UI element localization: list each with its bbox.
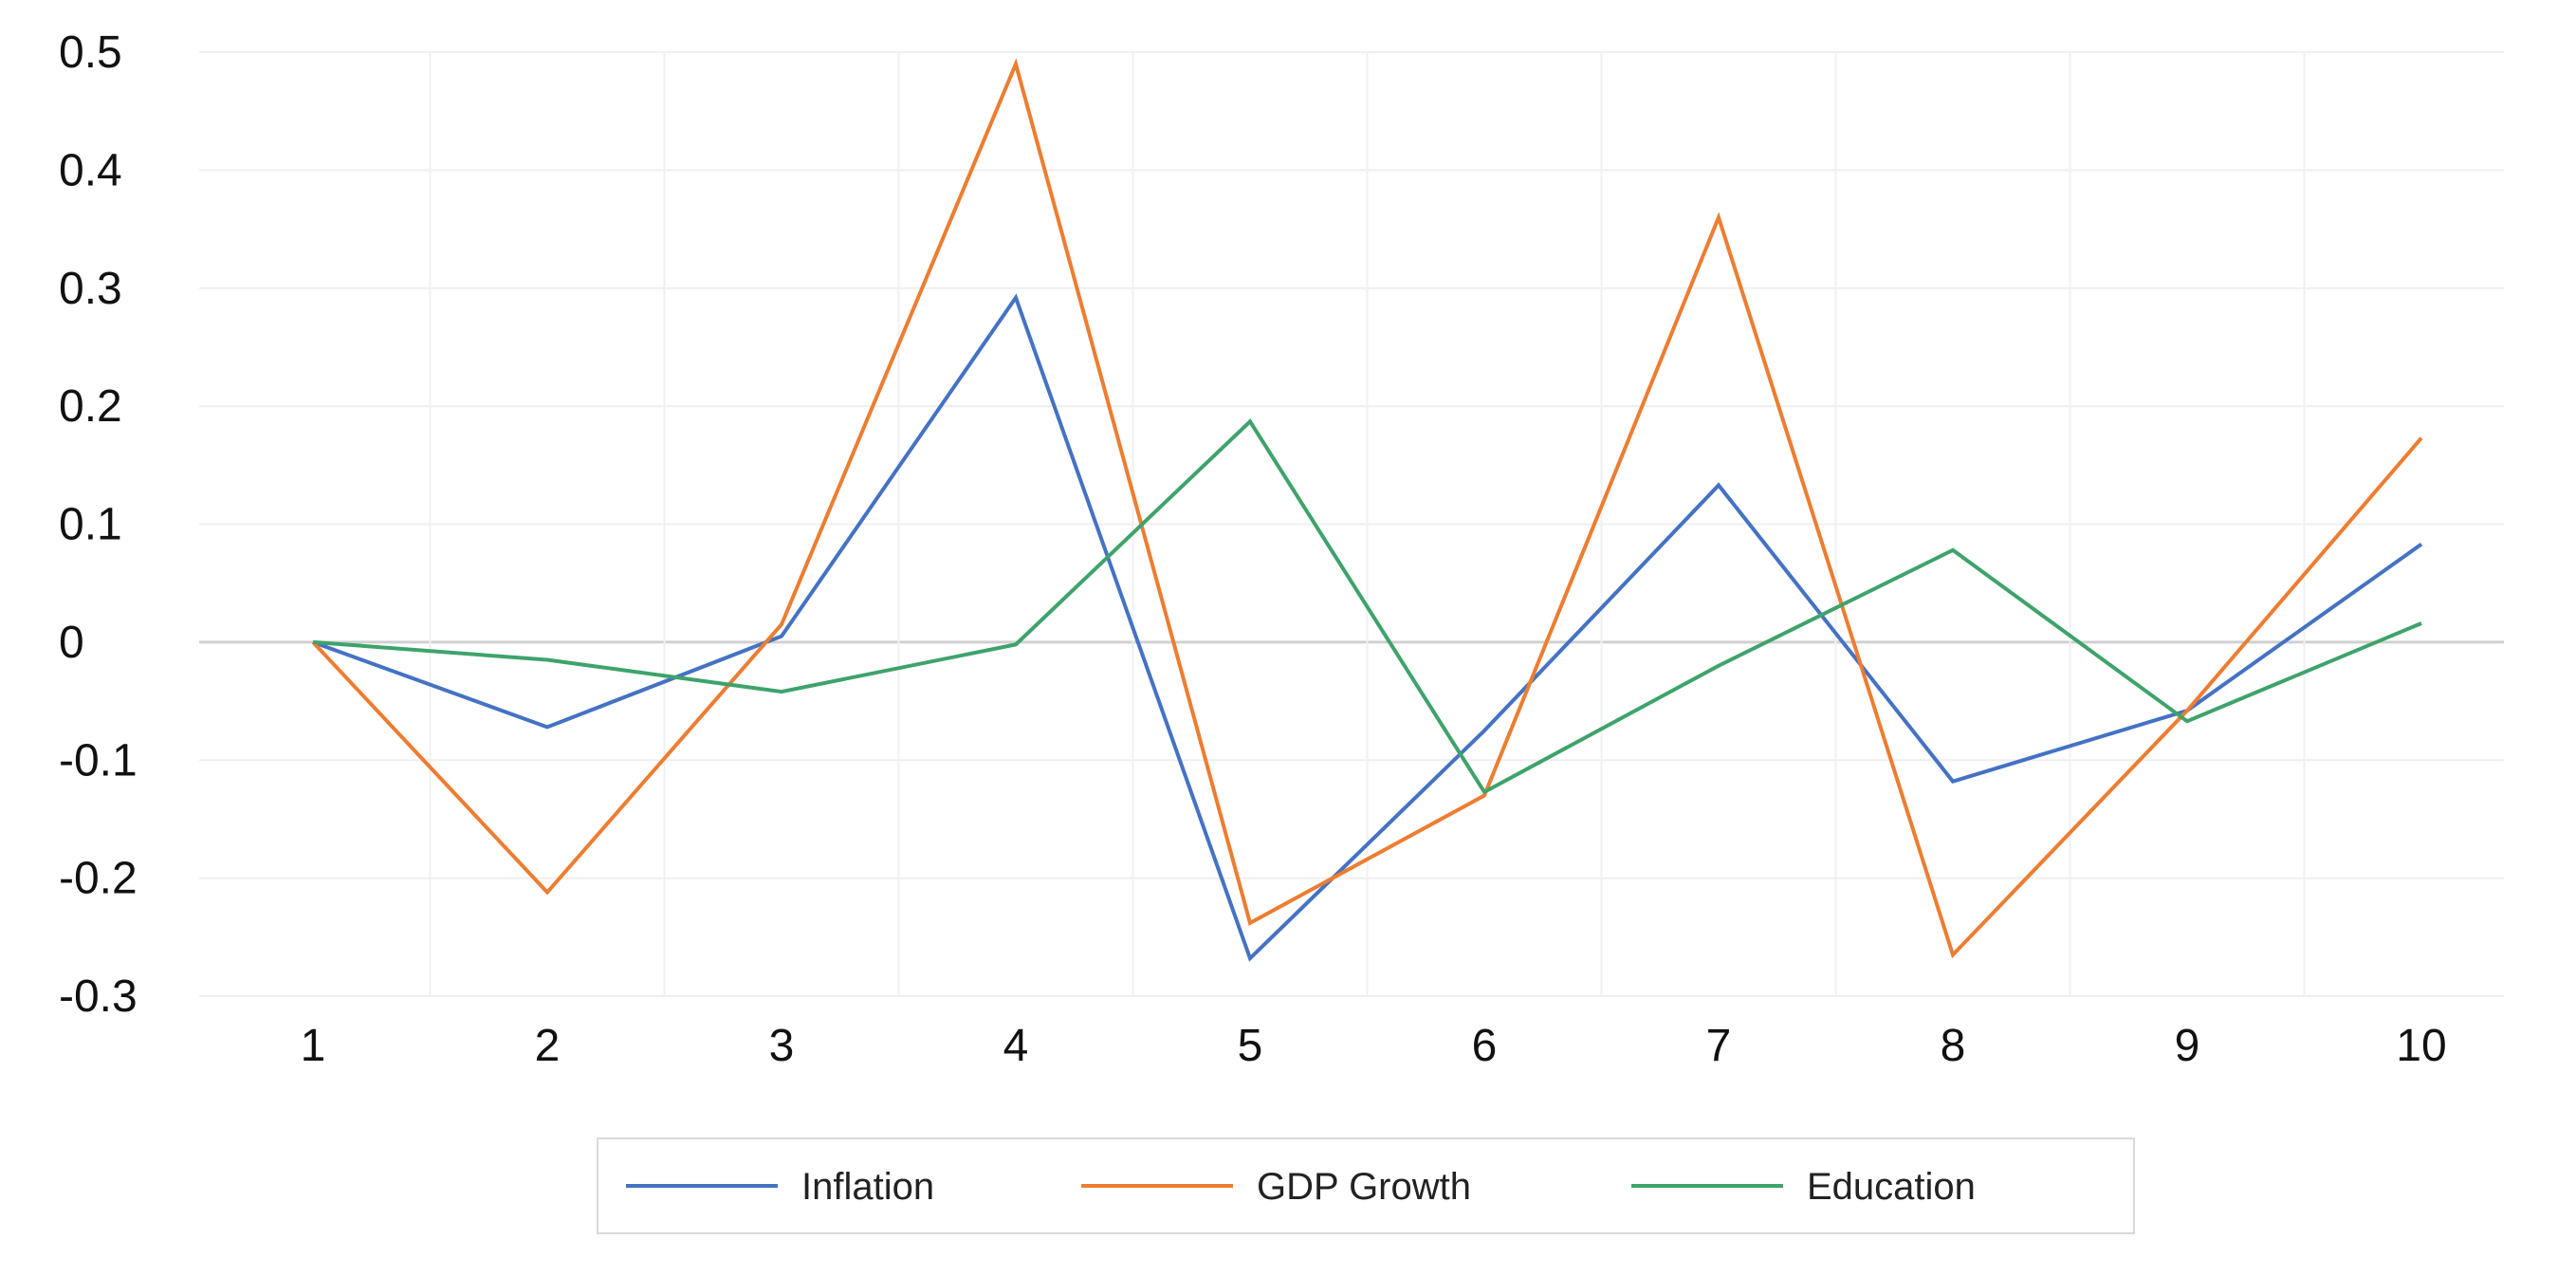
x-tick-label: 6 xyxy=(1472,1021,1498,1071)
legend-label-gdp-growth: GDP Growth xyxy=(1257,1166,1471,1208)
legend: Inflation GDP Growth Education xyxy=(597,1137,2135,1234)
grid-lines xyxy=(199,51,2504,997)
legend-box xyxy=(597,1137,2135,1234)
y-tick-label: 0.3 xyxy=(59,264,122,314)
plot-area-series xyxy=(311,58,2423,962)
x-tick-label: 2 xyxy=(535,1021,561,1071)
x-tick-label: 3 xyxy=(769,1021,795,1071)
legend-label-inflation: Inflation xyxy=(801,1166,934,1208)
y-tick-label: 0.1 xyxy=(59,500,122,550)
series-line-education xyxy=(312,418,2422,795)
y-tick-label: -0.2 xyxy=(59,854,138,904)
x-tick-label: 4 xyxy=(1003,1021,1029,1071)
series-line-inflation xyxy=(312,293,2423,962)
y-axis-tick-labels: 0.5 0.4 0.3 0.2 0.1 0 -0.1 -0.2 -0.3 xyxy=(59,28,138,1022)
y-tick-label: 0.4 xyxy=(59,145,122,195)
legend-label-education: Education xyxy=(1807,1166,1976,1208)
x-tick-label: 10 xyxy=(2396,1021,2446,1071)
x-tick-label: 1 xyxy=(301,1021,326,1071)
y-tick-label: -0.1 xyxy=(59,735,138,786)
y-tick-label: 0.5 xyxy=(59,28,122,78)
x-axis-tick-labels: 1 2 3 4 5 6 7 8 9 10 xyxy=(301,1021,2447,1071)
y-tick-label: -0.3 xyxy=(59,971,138,1022)
x-tick-label: 8 xyxy=(1941,1021,1966,1071)
x-tick-label: 9 xyxy=(2175,1021,2200,1071)
x-tick-label: 5 xyxy=(1238,1021,1263,1071)
y-tick-label: 0 xyxy=(59,618,84,668)
series-line-gdp-growth xyxy=(311,58,2423,959)
y-tick-label: 0.2 xyxy=(59,381,122,432)
x-tick-label: 7 xyxy=(1706,1021,1732,1071)
